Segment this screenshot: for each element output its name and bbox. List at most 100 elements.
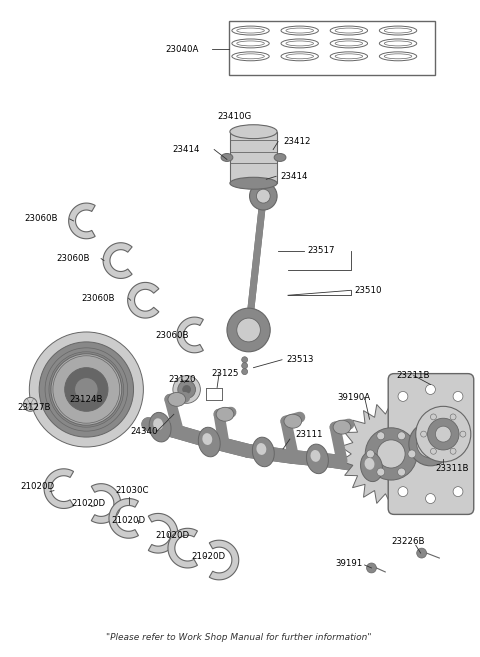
Ellipse shape — [221, 154, 233, 162]
Circle shape — [377, 468, 384, 476]
Text: 39191: 39191 — [335, 558, 362, 568]
Polygon shape — [340, 402, 442, 505]
Circle shape — [426, 493, 435, 503]
Text: 23125: 23125 — [211, 369, 239, 378]
Text: 23410G: 23410G — [217, 112, 252, 122]
Circle shape — [237, 318, 260, 342]
Circle shape — [409, 422, 452, 466]
Circle shape — [460, 431, 466, 437]
Text: 23111: 23111 — [296, 430, 323, 439]
Ellipse shape — [153, 419, 163, 430]
Ellipse shape — [274, 154, 286, 162]
Ellipse shape — [252, 437, 274, 466]
Bar — [230, 131, 277, 183]
Polygon shape — [44, 469, 73, 509]
Text: 21020D: 21020D — [111, 516, 145, 525]
Text: 23060B: 23060B — [155, 331, 189, 340]
Circle shape — [398, 392, 408, 401]
Circle shape — [178, 380, 195, 398]
Ellipse shape — [168, 392, 186, 406]
Polygon shape — [168, 528, 197, 568]
Circle shape — [398, 487, 408, 497]
Text: 21020D: 21020D — [192, 552, 226, 560]
Text: 23510: 23510 — [355, 286, 382, 295]
Text: 23414: 23414 — [280, 171, 308, 181]
Circle shape — [428, 419, 459, 450]
Text: 23060B: 23060B — [57, 254, 90, 263]
Circle shape — [431, 414, 436, 420]
Ellipse shape — [256, 443, 266, 455]
Polygon shape — [109, 499, 138, 538]
Ellipse shape — [333, 420, 351, 434]
Text: "Please refer to Work Shop Manual for further information": "Please refer to Work Shop Manual for fu… — [106, 633, 372, 642]
Text: 23513: 23513 — [286, 355, 313, 364]
Polygon shape — [148, 513, 178, 553]
Circle shape — [417, 548, 427, 558]
Text: 23517: 23517 — [308, 246, 335, 255]
Text: 21020D: 21020D — [72, 499, 106, 508]
Text: 23060B: 23060B — [24, 214, 58, 223]
Ellipse shape — [216, 407, 234, 421]
Circle shape — [242, 369, 248, 374]
Circle shape — [435, 426, 451, 442]
Circle shape — [450, 448, 456, 454]
Ellipse shape — [230, 177, 277, 189]
FancyBboxPatch shape — [388, 374, 474, 514]
Circle shape — [183, 386, 191, 394]
Circle shape — [29, 332, 144, 447]
Text: 23040A: 23040A — [165, 45, 198, 54]
Ellipse shape — [284, 415, 301, 428]
Text: 23414: 23414 — [172, 145, 199, 154]
Polygon shape — [103, 242, 132, 279]
Polygon shape — [209, 540, 239, 580]
Text: 23412: 23412 — [283, 137, 311, 146]
Polygon shape — [128, 283, 159, 318]
Circle shape — [256, 189, 270, 203]
Circle shape — [408, 450, 416, 458]
Text: 23311B: 23311B — [435, 464, 469, 473]
Text: 23060B: 23060B — [82, 294, 115, 303]
Bar — [229, 20, 435, 75]
Ellipse shape — [230, 125, 277, 139]
Ellipse shape — [203, 433, 212, 445]
Circle shape — [377, 440, 405, 468]
Circle shape — [65, 368, 108, 411]
Ellipse shape — [365, 458, 374, 470]
Circle shape — [397, 432, 406, 440]
Polygon shape — [91, 484, 121, 524]
Circle shape — [173, 376, 201, 403]
Text: 23124B: 23124B — [70, 395, 103, 404]
Circle shape — [416, 406, 471, 462]
Circle shape — [366, 450, 374, 458]
Circle shape — [74, 378, 98, 401]
Ellipse shape — [311, 450, 320, 462]
Circle shape — [450, 414, 456, 420]
Circle shape — [377, 432, 384, 440]
Ellipse shape — [306, 444, 328, 474]
Circle shape — [242, 363, 248, 369]
Text: 23226B: 23226B — [391, 537, 425, 546]
Circle shape — [420, 431, 427, 437]
Circle shape — [227, 308, 270, 351]
Circle shape — [397, 468, 406, 476]
Circle shape — [24, 397, 37, 411]
Circle shape — [453, 487, 463, 497]
Ellipse shape — [198, 427, 220, 457]
Ellipse shape — [360, 452, 383, 482]
Text: 21020D: 21020D — [155, 531, 189, 540]
Text: 23120: 23120 — [168, 375, 195, 384]
Circle shape — [250, 182, 277, 210]
Circle shape — [431, 448, 436, 454]
Circle shape — [51, 353, 122, 425]
Text: 24340: 24340 — [131, 426, 158, 436]
Circle shape — [39, 342, 133, 437]
Circle shape — [365, 428, 417, 480]
Text: 23211B: 23211B — [396, 371, 430, 380]
Text: 21020D: 21020D — [21, 482, 55, 491]
Polygon shape — [69, 203, 95, 238]
Circle shape — [367, 563, 376, 573]
Text: 21030C: 21030C — [116, 486, 149, 495]
Text: 23127B: 23127B — [18, 403, 51, 412]
Ellipse shape — [149, 413, 171, 442]
Polygon shape — [177, 317, 204, 353]
